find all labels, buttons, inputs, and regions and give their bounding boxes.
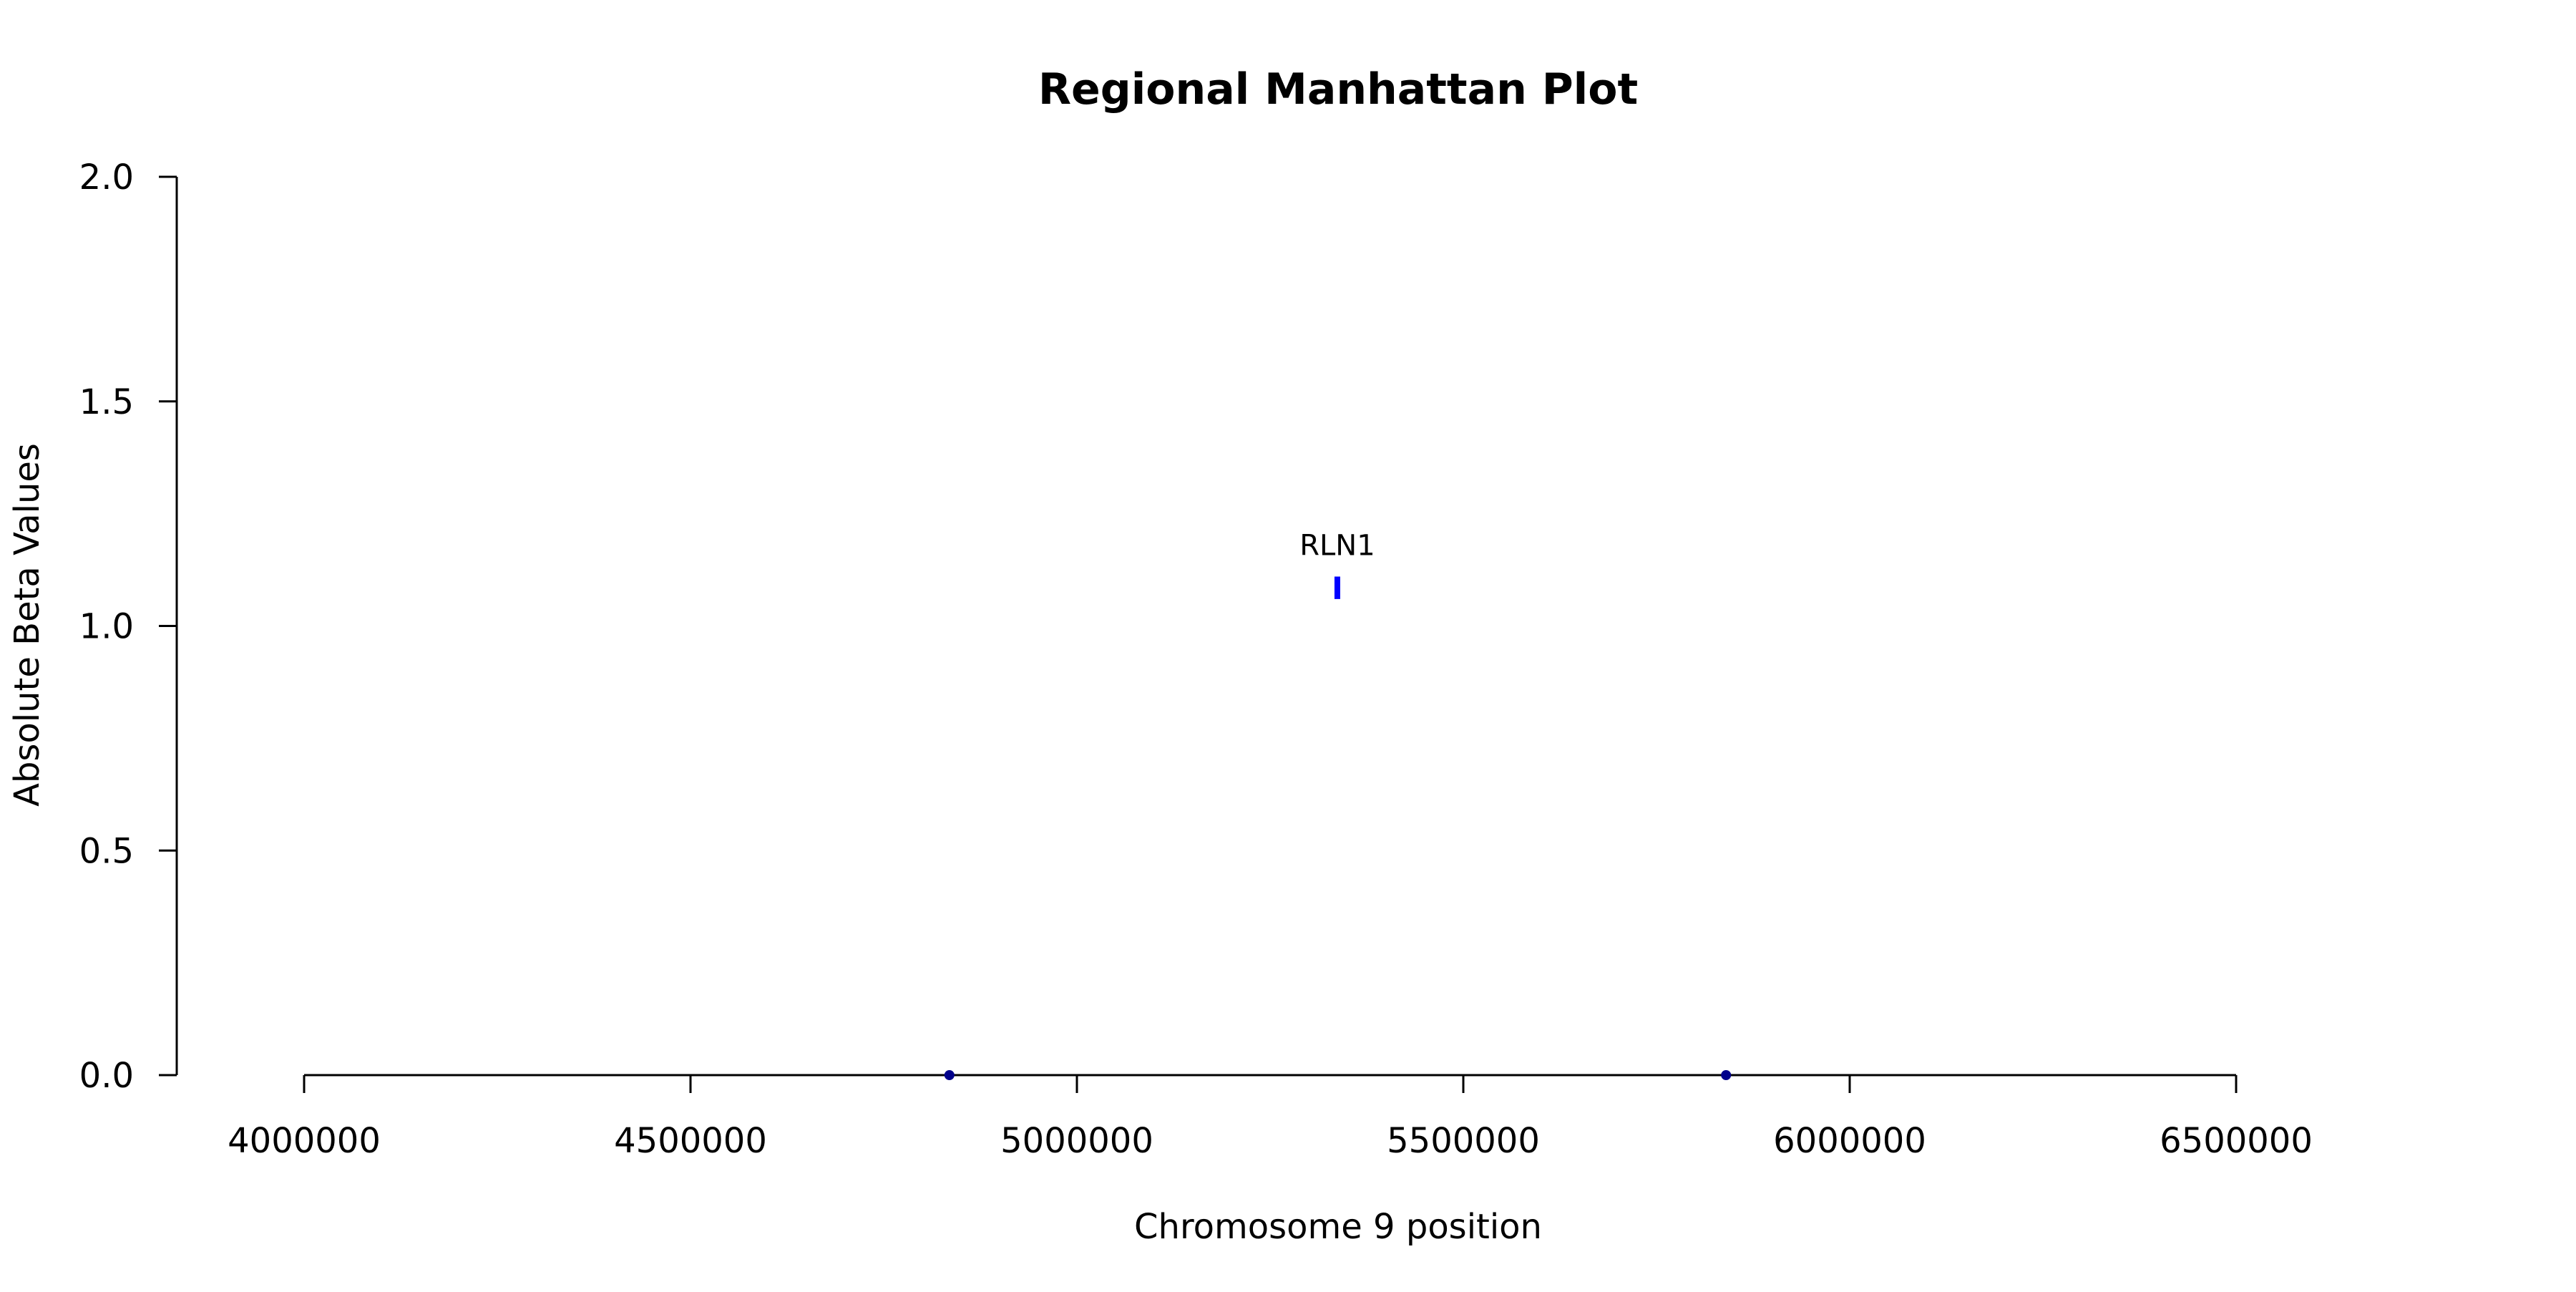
- data-marks: [944, 576, 1732, 1080]
- annotations: RLN1: [1299, 530, 1375, 563]
- data-point: [944, 1070, 955, 1080]
- x-tick-label: 6500000: [2160, 1121, 2313, 1161]
- x-tick-label: 4000000: [228, 1121, 381, 1161]
- x-tick-label: 5500000: [1387, 1121, 1540, 1161]
- x-axis-ticks: 4000000 4500000 5000000 5500000 6000000 65000…: [228, 1075, 2313, 1161]
- x-tick-label: 6000000: [1773, 1121, 1926, 1161]
- x-tick-label: 5000000: [1000, 1121, 1153, 1161]
- y-tick-label: 0.0: [79, 1056, 134, 1096]
- y-tick-label: 1.0: [79, 607, 134, 647]
- y-tick-label: 2.0: [79, 157, 134, 198]
- y-tick-label: 0.5: [79, 831, 134, 871]
- y-axis-label: Absolute Beta Values: [7, 443, 47, 807]
- x-axis-label: Chromosome 9 position: [1134, 1207, 1542, 1247]
- y-tick-label: 1.5: [79, 382, 134, 422]
- data-point: [1721, 1070, 1732, 1080]
- y-axis-ticks: 0.0 0.5 1.0 1.5 2.0: [79, 157, 177, 1096]
- gene-annotation-label: RLN1: [1299, 530, 1375, 563]
- chart-title: Regional Manhattan Plot: [1038, 64, 1638, 115]
- x-tick-label: 4500000: [614, 1121, 767, 1161]
